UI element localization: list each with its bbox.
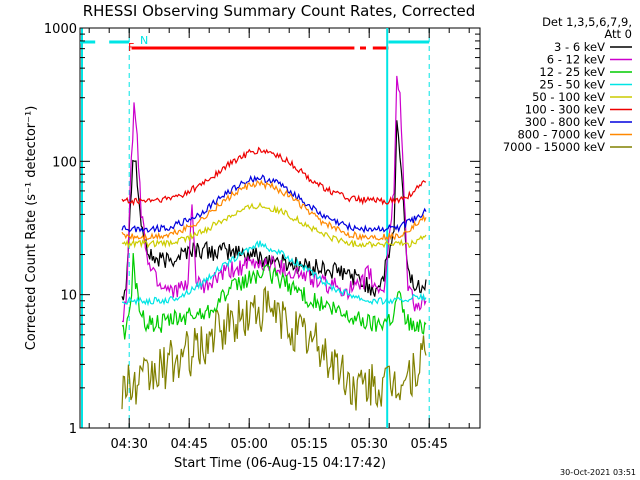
series-line-3	[121, 240, 427, 307]
flag-bars	[80, 40, 430, 50]
x-tick-label: 05:00	[230, 437, 267, 452]
x-axis-label: Start Time (06-Aug-15 04:17:42)	[174, 456, 386, 471]
legend-label-8: 7000 - 15000 keV	[503, 140, 605, 154]
x-tick-label: 04:30	[110, 437, 147, 452]
legend-label-4: 50 - 100 keV	[532, 90, 605, 104]
series-line-5	[121, 146, 427, 207]
x-axis-ticks: 04:30 04:45 05:00 05:15 05:30 05:45	[88, 28, 470, 452]
chart-title: RHESSI Observing Summary Count Rates, Co…	[83, 2, 476, 20]
legend-label-0: 3 - 6 keV	[554, 40, 605, 54]
y-axis-ticks: 1 10 100 1000	[44, 22, 480, 437]
legend-label-6: 300 - 800 keV	[525, 115, 605, 129]
y-tick-label: 1000	[44, 22, 77, 37]
x-tick-label: 05:45	[410, 437, 447, 452]
legend-label-5: 100 - 300 keV	[525, 103, 605, 117]
series-line-4	[121, 201, 427, 249]
legend-label-7: 800 - 7000 keV	[517, 128, 605, 142]
legend-header-line-2: Att 0	[604, 27, 632, 41]
y-tick-label: 1	[69, 422, 77, 437]
legend-label-3: 25 - 50 keV	[539, 78, 605, 92]
plot-frame	[79, 27, 481, 429]
time-markers	[81, 28, 430, 428]
flag-n-label: N	[140, 34, 148, 47]
flag-f-label: F	[128, 41, 134, 54]
series-line-7	[121, 179, 427, 242]
series-line-1	[121, 75, 427, 323]
x-tick-label: 04:45	[170, 437, 207, 452]
legend-label-1: 6 - 12 keV	[547, 53, 605, 67]
series-lines	[121, 75, 427, 411]
y-tick-label: 100	[52, 155, 77, 170]
series-line-8	[121, 285, 427, 411]
x-tick-label: 05:15	[290, 437, 327, 452]
y-tick-label: 10	[60, 289, 77, 304]
timestamp: 30-Oct-2021 03:51	[560, 468, 636, 477]
y-axis-label: Corrected Count Rate (s⁻¹ detector⁻¹)	[24, 106, 39, 351]
legend-label-2: 12 - 25 keV	[539, 65, 605, 79]
legend-header-line-1: Det 1,3,5,6,7,9,	[542, 15, 632, 29]
x-tick-label: 05:30	[350, 437, 387, 452]
series-line-2	[121, 253, 427, 340]
series-line-6	[121, 174, 427, 234]
